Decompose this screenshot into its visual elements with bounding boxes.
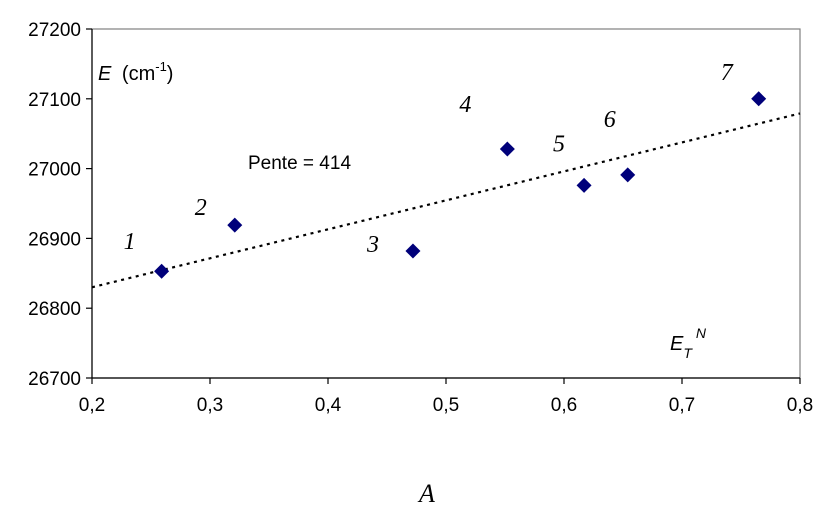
y-tick-label: 27000 <box>28 160 81 181</box>
data-point <box>499 141 515 157</box>
point-label: 4 <box>459 92 471 118</box>
data-points <box>154 91 767 279</box>
data-point <box>751 91 767 107</box>
data-point <box>576 177 592 193</box>
x-axis-label: A <box>417 479 435 508</box>
y-axis-unit-exponent: -1 <box>155 59 167 74</box>
point-label: 7 <box>721 60 734 86</box>
y-axis-unit-close: ) <box>167 63 174 85</box>
data-point <box>405 243 421 259</box>
et-subscript: T <box>683 345 693 361</box>
data-point <box>227 217 243 233</box>
y-tick-label: 26900 <box>28 229 81 250</box>
x-tick-label: 0,4 <box>315 395 342 416</box>
y-axis-label: E (cm-1) <box>98 59 173 85</box>
point-label: 5 <box>553 131 565 157</box>
x-tick-label: 0,7 <box>669 395 695 416</box>
trendline <box>91 112 801 289</box>
y-axis: 26700 26800 26900 27000 27100 27200 <box>28 20 92 390</box>
y-axis-symbol: E <box>98 63 112 85</box>
x-tick-label: 0,8 <box>787 395 813 416</box>
y-tick-label: 26800 <box>28 299 81 320</box>
y-tick-label: 26700 <box>28 369 81 390</box>
slope-annotation: Pente = 414 <box>248 153 351 174</box>
x-tick-label: 0,2 <box>79 395 105 416</box>
data-point <box>620 167 636 183</box>
y-tick-label: 27200 <box>28 20 81 41</box>
point-label: 3 <box>366 232 379 258</box>
x-axis: 0,2 0,3 0,4 0,5 0,6 0,7 0,8 <box>79 378 813 416</box>
point-label: 6 <box>604 107 616 133</box>
y-tick-label: 27100 <box>28 90 81 111</box>
point-labels: 1 2 3 4 5 6 7 <box>124 60 734 258</box>
et-superscript: N <box>696 325 707 341</box>
x-tick-label: 0,3 <box>197 395 223 416</box>
point-label: 1 <box>124 229 136 255</box>
data-point <box>154 263 170 279</box>
point-label: 2 <box>195 195 207 221</box>
et-n-annotation: ETN <box>670 325 707 361</box>
x-tick-label: 0,6 <box>551 395 577 416</box>
y-axis-unit: (cm <box>122 63 155 85</box>
x-tick-label: 0,5 <box>433 395 459 416</box>
et-symbol: E <box>670 333 684 355</box>
